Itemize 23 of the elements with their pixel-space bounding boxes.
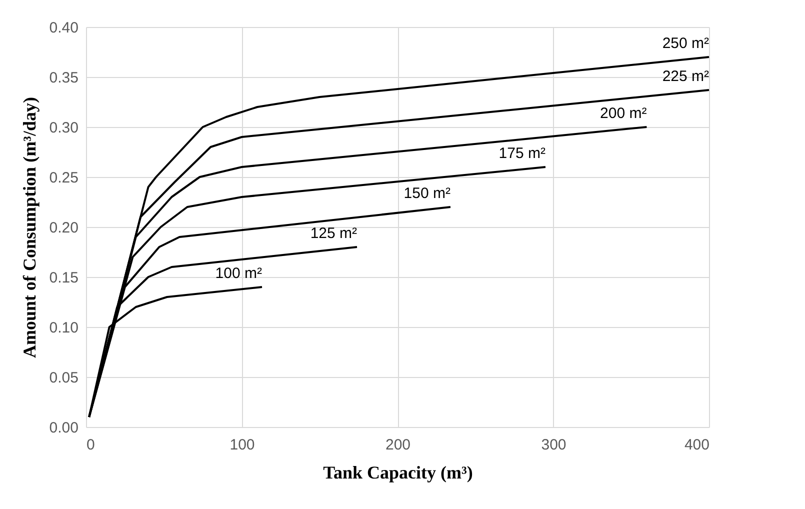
series-label: 250 m² <box>662 35 709 52</box>
series-label: 100 m² <box>215 265 262 282</box>
series-label: 150 m² <box>404 185 450 202</box>
y-tick-label: 0.00 <box>49 420 78 436</box>
series-label: 125 m² <box>310 225 358 242</box>
y-tick-label: 0.25 <box>49 170 78 186</box>
y-tick-label: 0.30 <box>49 120 78 136</box>
y-tick-label: 0.05 <box>49 370 78 386</box>
y-tick-label: 0.35 <box>49 70 78 86</box>
x-tick-label: 300 <box>541 436 566 454</box>
x-tick-label: 400 <box>684 436 710 454</box>
y-tick-label: 0.15 <box>49 270 78 286</box>
series-label: 175 m² <box>498 145 546 162</box>
y-tick-label: 0.20 <box>49 220 78 236</box>
x-tick-label: 200 <box>385 436 411 454</box>
series-label: 225 m² <box>662 68 709 85</box>
y-axis-title: Amount of Consumption (m³/day) <box>19 97 40 358</box>
y-tick-label: 0.40 <box>49 20 78 36</box>
x-tick-label: 0 <box>86 436 95 454</box>
x-axis-title: Tank Capacity (m³) <box>323 462 473 482</box>
series-label: 200 m² <box>600 105 647 122</box>
x-tick-label: 100 <box>230 436 255 454</box>
y-tick-label: 0.10 <box>49 320 78 336</box>
